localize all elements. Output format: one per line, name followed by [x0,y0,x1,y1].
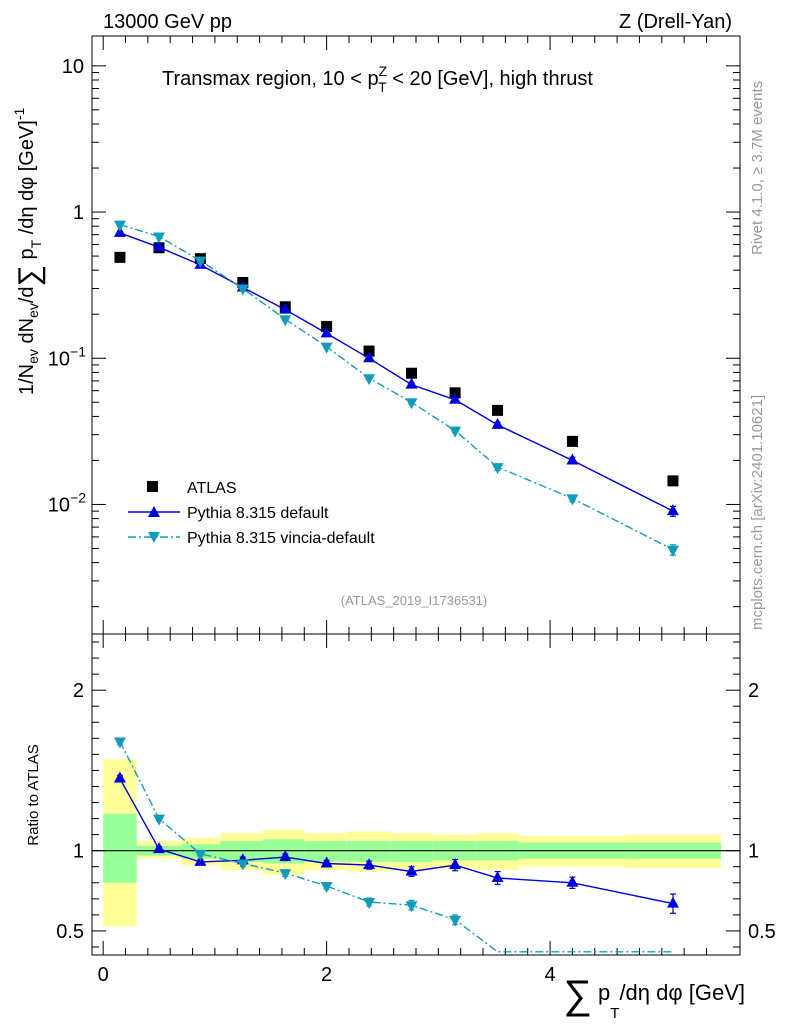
uncertainty-band-inner [220,841,263,862]
ratio-ylabel: Ratio to ATLAS [25,744,42,845]
legend-label-vincia: Pythia 8.315 vincia-default [187,530,375,547]
uncertainty-band-inner [304,841,347,862]
main-title: Transmax region, 10 < pZ T < 20 [GeV], hi… [162,63,593,95]
legend-marker-default [148,506,160,517]
data-point [279,869,292,881]
data-point [449,858,462,870]
data-point [492,404,504,416]
data-point [566,875,579,887]
y-tick-label: 10−1 [48,343,86,370]
data-point [405,377,418,389]
data-point [405,901,418,913]
data-point [667,475,679,487]
legend-label-atlas: ATLAS [187,480,237,497]
data-point [363,858,376,870]
data-point [666,896,679,908]
data-point [236,859,249,871]
data-point [566,435,578,447]
data-point [279,850,292,862]
data-point [405,864,418,876]
data-point [194,849,207,861]
data-point [491,870,504,882]
series-line [119,778,674,905]
series-line [119,741,673,953]
rivet-label: Rivet 4.1.0, ≥ 3.7M events [749,81,766,255]
ratio-data [113,737,679,953]
ratio-y-tick-label: 2 [73,680,84,702]
data-point [449,915,462,927]
data-point [113,737,126,749]
ratio-xlabel: ∑ pT/dη dφ [GeV] [563,973,745,1022]
y-tick-label: 10 [62,56,84,78]
header-right: Z (Drell-Yan) [619,11,732,33]
legend-marker-atlas [147,481,158,492]
data-point [236,284,249,296]
svg-text:∑ pT/dη dφ [GeV]: ∑ pT/dη dφ [GeV] [563,973,745,1022]
legend-label-default: Pythia 8.315 default [187,505,329,522]
ratio-panel: 0.5 0.5 1 1 2 2 0 2 4 Ratio to ATLAS ∑ pT/dη dφ … [25,633,776,1022]
data-point [320,881,333,893]
ratio-axis-ticks: 0.5 0.5 1 1 2 2 0 2 4 [56,634,776,986]
data-point [449,392,462,404]
data-point [363,345,375,357]
ratio-bands [103,759,722,927]
data-point [666,504,679,516]
series-line [119,223,674,551]
data-point [363,374,376,386]
main-data [113,220,679,557]
series-line [119,232,674,512]
data-point [320,326,333,338]
data-point [114,251,126,263]
data-point [405,398,418,410]
data-point [406,367,418,379]
ratio-y-tick-label: 0.5 [56,921,84,943]
data-point [153,842,166,854]
x-tick-label: 2 [321,964,332,986]
data-point [153,232,166,244]
ratio-y-tick-label-right: 1 [748,841,759,863]
data-point [279,302,292,314]
data-point [491,417,504,429]
ratio-y-tick-label-right: 2 [748,680,759,702]
data-point [363,898,376,910]
main-axis-ticks: 10 1 10−1 10−2 [48,36,740,634]
data-point [194,256,207,268]
header-left: 13000 GeV pp [103,11,232,33]
uncertainty-band-inner [390,841,433,862]
data-point [113,771,126,783]
data-point [566,453,579,465]
data-point [279,315,292,327]
uncertainty-band-inner [346,841,391,862]
data-point [113,220,126,232]
data-point [363,351,376,363]
data-point [449,426,462,438]
ratio-y-tick-label-right: 0.5 [748,921,776,943]
mcplots-label: mcplots.cern.ch [arXiv:2401.10621] [749,395,766,630]
data-point [666,545,679,557]
y-tick-label: 10−2 [48,489,86,516]
legend-marker-vincia [148,532,160,543]
data-point [153,814,166,826]
ratio-y-tick-label: 1 [73,841,84,863]
data-point [566,494,579,506]
x-tick-label: 4 [545,964,556,986]
legend: ATLAS Pythia 8.315 default Pythia 8.315 … [128,480,375,547]
x-tick-label: 0 [98,964,109,986]
data-point [320,342,333,354]
uncertainty-band-inner [103,813,137,883]
y-tick-label: 1 [73,202,84,224]
data-point [153,240,166,252]
watermark: (ATLAS_2019_I1736531) [341,593,487,608]
data-point [320,856,333,868]
data-point [491,463,504,475]
